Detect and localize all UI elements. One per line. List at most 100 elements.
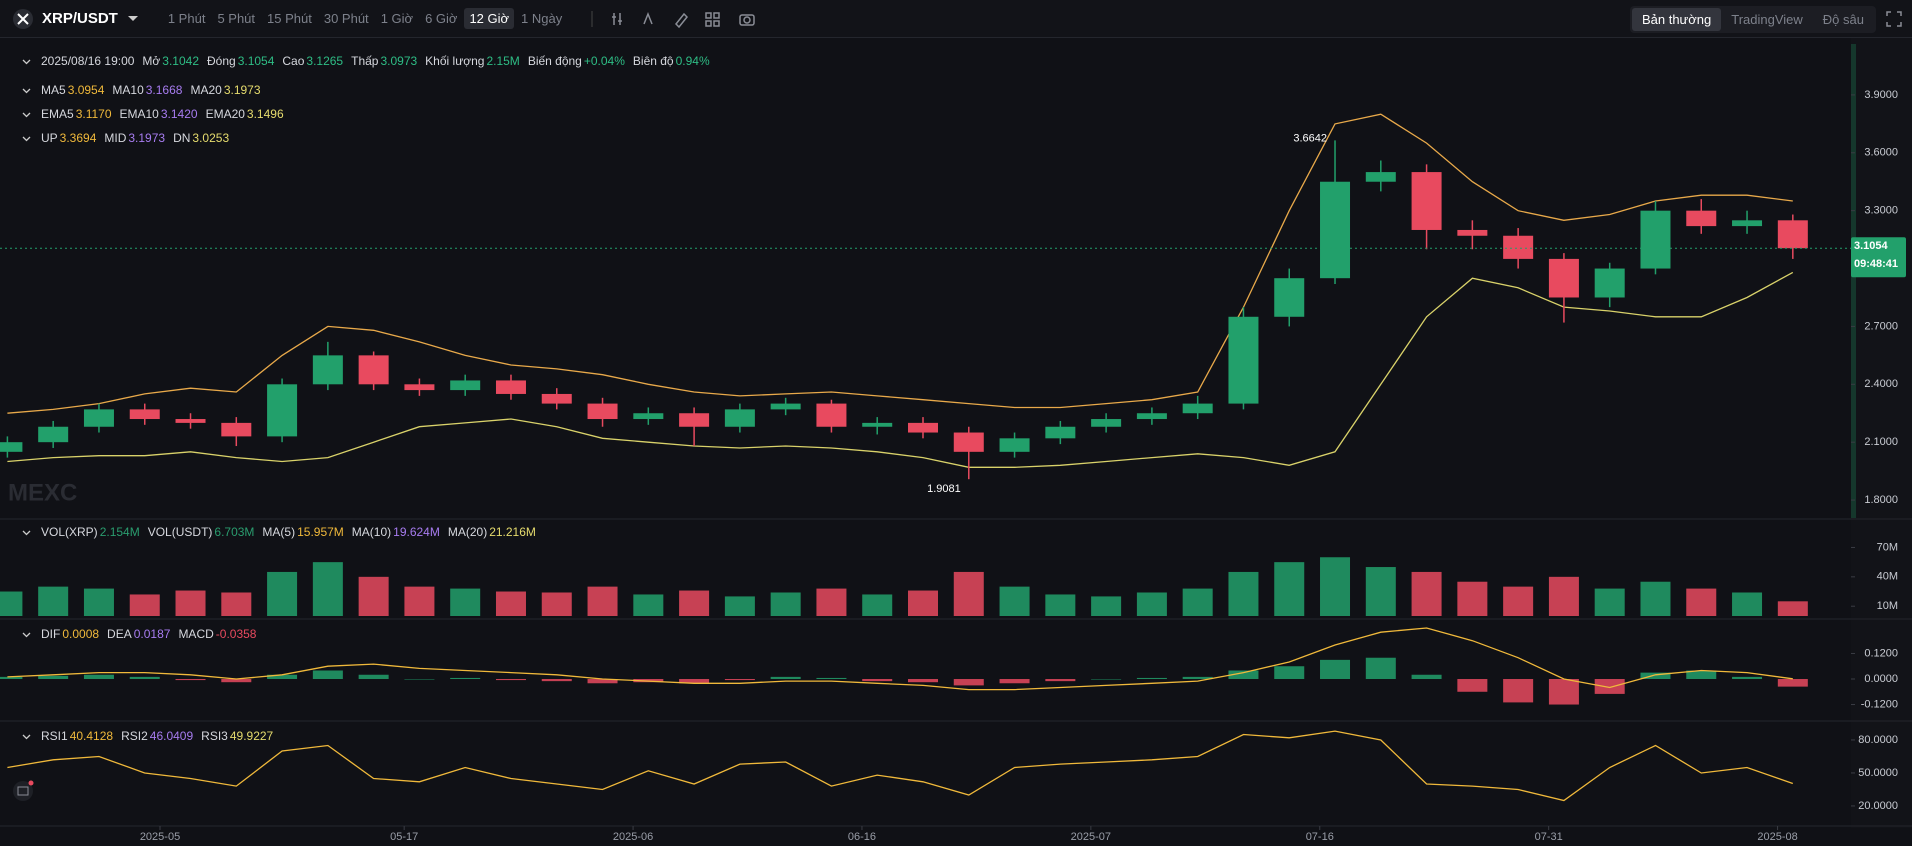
volume-bar xyxy=(1640,581,1671,616)
interval-list: 1 Phút 5 Phút 15 Phút 30 Phút 1 Giờ 6 Giờ 12 G… xyxy=(167,8,563,29)
legend-label: Khối lượng xyxy=(425,54,485,68)
candle-body xyxy=(1640,210,1671,269)
collapse-icon[interactable] xyxy=(22,134,31,143)
legend-value: 3.1973 xyxy=(128,131,166,145)
y-tick-label: 20.0000 xyxy=(1858,800,1898,812)
candle-body xyxy=(679,413,710,427)
candle-body xyxy=(908,422,938,433)
candle-body xyxy=(38,426,69,443)
legend-value: 40.4128 xyxy=(69,729,114,743)
collapse-icon[interactable] xyxy=(22,630,31,639)
legend-value: 49.9227 xyxy=(229,729,274,743)
collapse-icon[interactable] xyxy=(22,732,31,741)
x-tick-label: 07-16 xyxy=(1306,831,1334,843)
macd-bar xyxy=(541,679,572,682)
low-label: 1.9081 xyxy=(927,483,961,495)
symbol[interactable]: XRP/USDT xyxy=(42,10,118,27)
volume-bar xyxy=(541,592,572,616)
candle-body xyxy=(83,409,114,427)
candle-body xyxy=(1320,181,1351,279)
macd-bar xyxy=(312,670,343,680)
collapse-icon[interactable] xyxy=(22,528,31,537)
interval[interactable]: 1 Ngày xyxy=(521,11,563,26)
macd-bar xyxy=(679,679,710,684)
volume-bar xyxy=(724,596,755,616)
macd-bar xyxy=(1411,674,1442,680)
collapse-icon[interactable] xyxy=(22,86,31,95)
candle-body xyxy=(1686,210,1717,227)
legend-row: MA5 3.0954 MA10 3.1668 MA20 3.1973 xyxy=(22,83,261,97)
volume-bar xyxy=(953,571,984,616)
volume-bar xyxy=(358,576,389,616)
interval[interactable]: 12 Giờ xyxy=(464,8,515,29)
y-tick-label: 10M xyxy=(1877,600,1898,612)
candle-body xyxy=(1503,235,1534,259)
volume-bar xyxy=(1228,571,1259,616)
interval[interactable]: 5 Phút xyxy=(217,11,256,26)
y-tick-label: 3.9000 xyxy=(1864,89,1898,101)
price-axis-strip xyxy=(1851,44,1856,518)
volume-bar xyxy=(312,562,343,616)
view-tab[interactable]: Bản thường xyxy=(1631,8,1722,31)
interval[interactable]: 30 Phút xyxy=(323,11,369,26)
macd-bar xyxy=(1365,657,1396,680)
candle-body xyxy=(404,384,435,391)
dropdown-arrow[interactable] xyxy=(126,14,140,24)
macd-bar xyxy=(1503,679,1534,703)
band-lower xyxy=(7,271,1794,468)
fullscreen-icon[interactable] xyxy=(1886,11,1902,27)
candle-body xyxy=(1274,278,1305,317)
volume-bar xyxy=(221,592,252,616)
logo xyxy=(13,8,33,29)
collapse-icon[interactable] xyxy=(22,57,31,66)
band-upper xyxy=(7,113,1793,414)
candle-body xyxy=(221,422,252,437)
macd-bar xyxy=(358,674,389,680)
macd-bar xyxy=(1686,670,1717,680)
legend-value: 3.1420 xyxy=(160,107,198,121)
volume-bar xyxy=(404,586,435,616)
legend-value: 3.3694 xyxy=(59,131,97,145)
macd-bar xyxy=(999,679,1030,684)
legend-value: 0.94% xyxy=(675,54,710,68)
macd-bar xyxy=(404,679,435,680)
candle-body xyxy=(999,438,1030,452)
side-button[interactable] xyxy=(12,780,34,802)
candle-body xyxy=(1732,220,1763,227)
candle-body xyxy=(358,355,389,385)
volume-bar xyxy=(267,571,298,616)
legend-label: MA5 xyxy=(41,83,66,97)
price-tag-text: 3.1054 xyxy=(1854,240,1889,252)
macd-bar xyxy=(495,679,526,681)
legend-label: Cao xyxy=(282,54,305,68)
macd-bar xyxy=(38,675,69,680)
view-tab[interactable]: Độ sâu xyxy=(1822,12,1864,27)
y-tick-label: 2.4000 xyxy=(1864,378,1898,390)
legend-label: VOL(USDT) xyxy=(147,525,213,539)
volume-bar xyxy=(1548,576,1579,616)
macd-bar xyxy=(724,679,755,681)
legend-label: DIF xyxy=(41,627,61,641)
legend-label: 2025/08/16 19:00 xyxy=(41,54,135,68)
collapse-icon[interactable] xyxy=(22,110,31,119)
legend-value: 3.1973 xyxy=(223,83,261,97)
interval[interactable]: 6 Giờ xyxy=(425,11,458,26)
interval[interactable]: 15 Phút xyxy=(267,11,312,26)
macd-bar xyxy=(267,674,298,680)
interval[interactable]: 1 Phút xyxy=(167,11,206,26)
volume-bar xyxy=(908,590,938,616)
legend-value: 3.0973 xyxy=(380,54,418,68)
legend-label: DEA xyxy=(107,627,132,641)
view-tab[interactable]: TradingView xyxy=(1731,12,1803,27)
chart: MEXC 1.80002.10002.40002.70003.00003.300… xyxy=(0,38,1912,843)
legend-label: MA(5) xyxy=(262,525,296,539)
view-switch: Bản thường TradingView Độ sâu xyxy=(1629,6,1876,33)
legend-label: VOL(XRP) xyxy=(41,525,98,539)
interval[interactable]: 1 Giờ xyxy=(380,11,414,26)
legend-row: DIF 0.0008 DEA 0.0187 MACD -0.0358 xyxy=(22,627,256,641)
candle-body xyxy=(1182,403,1213,414)
legend-label: RSI2 xyxy=(121,729,148,743)
legend-value: 19.624M xyxy=(393,525,440,539)
legend-label: Đóng xyxy=(207,54,236,68)
macd-bar xyxy=(1732,676,1763,680)
